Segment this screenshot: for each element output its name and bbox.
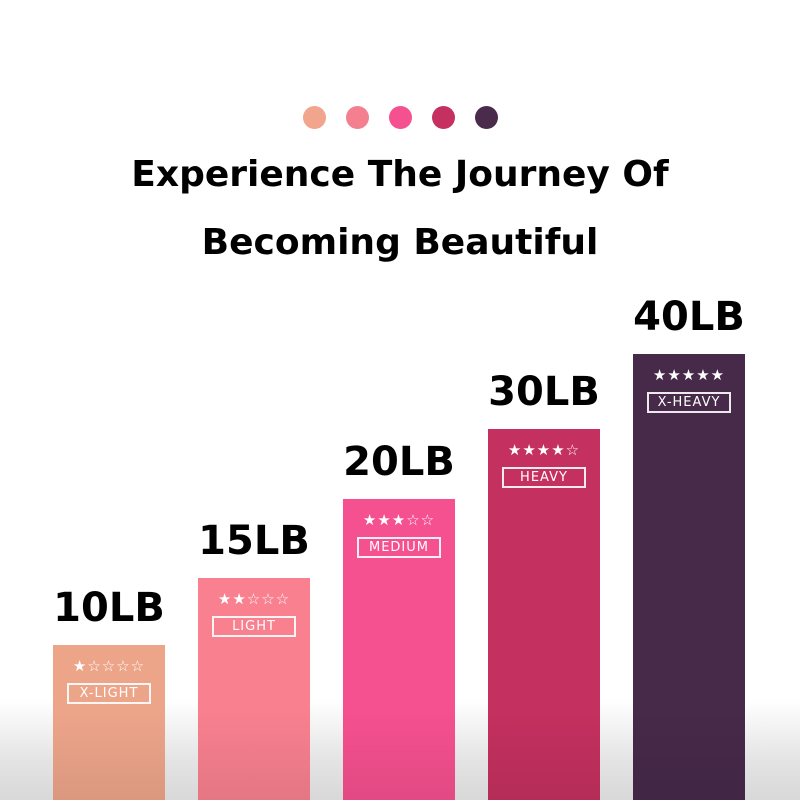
star-rating-icon: ★☆☆☆☆ bbox=[72, 657, 146, 675]
shade bbox=[488, 710, 600, 800]
star-rating-icon: ★★★★★ bbox=[652, 366, 726, 384]
color-dot bbox=[302, 106, 326, 129]
star-rating-icon: ★★★☆☆ bbox=[362, 511, 436, 529]
level-label: X-LIGHT bbox=[67, 683, 151, 704]
star-rating-icon: ★★★★☆ bbox=[507, 441, 581, 459]
level-label: MEDIUM bbox=[357, 537, 441, 558]
weight-label: 40LB bbox=[633, 294, 745, 340]
color-dots bbox=[0, 106, 800, 129]
star-rating-icon: ★★☆☆☆ bbox=[217, 590, 291, 608]
level-label: HEAVY bbox=[502, 467, 586, 488]
level-label: LIGHT bbox=[212, 616, 296, 637]
band-bar: ★☆☆☆☆ X-LIGHT bbox=[53, 645, 165, 800]
band-bar: ★★★★☆ HEAVY bbox=[488, 429, 600, 800]
band-bar: ★★★★★ X-HEAVY bbox=[633, 354, 745, 800]
weight-label: 20LB bbox=[343, 439, 455, 485]
color-dot bbox=[431, 106, 455, 129]
color-dot bbox=[474, 106, 498, 129]
color-dot bbox=[388, 106, 412, 129]
weight-label: 15LB bbox=[198, 518, 310, 564]
weight-label: 10LB bbox=[53, 585, 165, 631]
level-label: X-HEAVY bbox=[647, 392, 731, 413]
headline-line-1: Experience The Journey Of bbox=[131, 154, 669, 195]
headline-line-2: Becoming Beautiful bbox=[201, 222, 599, 263]
shade bbox=[633, 710, 745, 800]
band-bar: ★★★☆☆ MEDIUM bbox=[343, 499, 455, 800]
band-bar: ★★☆☆☆ LIGHT bbox=[198, 578, 310, 800]
shade bbox=[198, 710, 310, 800]
shade bbox=[53, 710, 165, 800]
weight-label: 30LB bbox=[488, 369, 600, 415]
color-dot bbox=[345, 106, 369, 129]
shade bbox=[343, 710, 455, 800]
